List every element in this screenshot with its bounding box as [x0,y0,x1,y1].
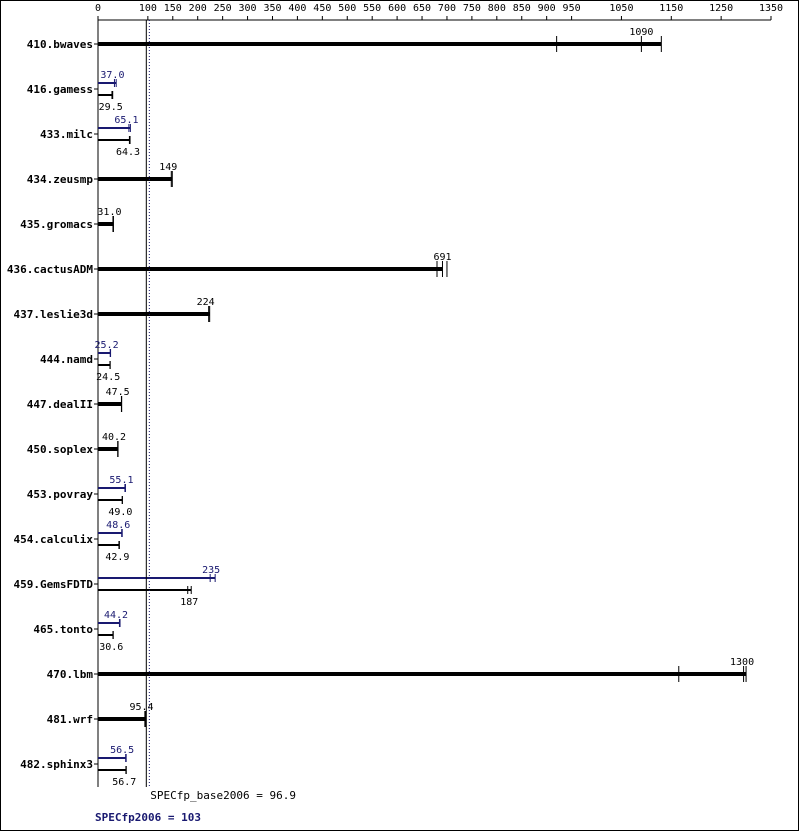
peak-value-label: 56.5 [110,745,134,756]
base-value-label: 187 [180,597,198,608]
base-value-label: 47.5 [106,387,130,398]
x-tick-label: 700 [438,3,456,14]
benchmark-label: 444.namd [40,353,93,366]
peak-value-label: 44.2 [104,610,128,621]
base-value-label: 49.0 [108,507,132,518]
x-tick-label: 450 [313,3,331,14]
x-tick-label: 550 [363,3,381,14]
peak-value-label: 55.1 [109,475,133,486]
x-tick-label: 800 [488,3,506,14]
x-tick-label: 300 [239,3,257,14]
x-tick-label: 0 [95,3,101,14]
x-tick-label: 650 [413,3,431,14]
x-tick-label: 600 [388,3,406,14]
x-tick-label: 1150 [659,3,683,14]
x-tick-label: 950 [563,3,581,14]
benchmark-label: 453.povray [27,488,94,501]
peak-value-label: 65.1 [114,115,138,126]
peak-value-label: 25.2 [95,340,119,351]
x-tick-label: 150 [164,3,182,14]
base-value-label: 149 [159,162,177,173]
benchmark-label: 482.sphinx3 [20,758,93,771]
benchmark-label: 434.zeusmp [27,173,94,186]
peak-value-label: 48.6 [106,520,130,531]
x-tick-label: 500 [338,3,356,14]
peak-value-label: 235 [202,565,220,576]
x-tick-label: 1250 [709,3,733,14]
benchmark-label: 454.calculix [14,533,94,546]
base-value-label: 29.5 [99,102,123,113]
benchmark-label: 436.cactusADM [7,263,93,276]
benchmark-label: 447.dealII [27,398,93,411]
base-value-label: 224 [197,297,215,308]
benchmark-label: 416.gamess [27,83,93,96]
base-value-label: 1300 [730,657,754,668]
base-value-label: 95.4 [130,702,154,713]
x-tick-label: 1050 [609,3,633,14]
x-tick-label: 200 [189,3,207,14]
peak-value-label: 37.0 [100,70,124,81]
x-tick-label: 250 [214,3,232,14]
x-tick-label: 900 [538,3,556,14]
base-value-label: 64.3 [116,147,140,158]
benchmark-label: 437.leslie3d [14,308,93,321]
base-value-label: 30.6 [99,642,123,653]
x-tick-label: 1350 [759,3,783,14]
benchmark-label: 465.tonto [33,623,93,636]
benchmark-label: 470.lbm [47,668,94,681]
base-value-label: 31.0 [97,207,121,218]
benchmark-label: 435.gromacs [20,218,93,231]
x-tick-label: 750 [463,3,481,14]
peak-summary-label: SPECfp2006 = 103 [95,811,201,824]
benchmark-label: 433.milc [40,128,93,141]
benchmark-label: 481.wrf [47,713,93,726]
x-tick-label: 400 [288,3,306,14]
base-summary-label: SPECfp_base2006 = 96.9 [150,789,296,802]
benchmark-label: 410.bwaves [27,38,93,51]
base-value-label: 40.2 [102,432,126,443]
x-tick-label: 350 [263,3,281,14]
base-value-label: 24.5 [96,372,120,383]
benchmark-label: 450.soplex [27,443,94,456]
base-value-label: 56.7 [112,777,136,788]
x-tick-label: 850 [513,3,531,14]
benchmark-label: 459.GemsFDTD [14,578,94,591]
base-value-label: 691 [433,252,451,263]
base-value-label: 42.9 [105,552,129,563]
base-value-label: 1090 [629,27,653,38]
x-tick-label: 100 [139,3,157,14]
